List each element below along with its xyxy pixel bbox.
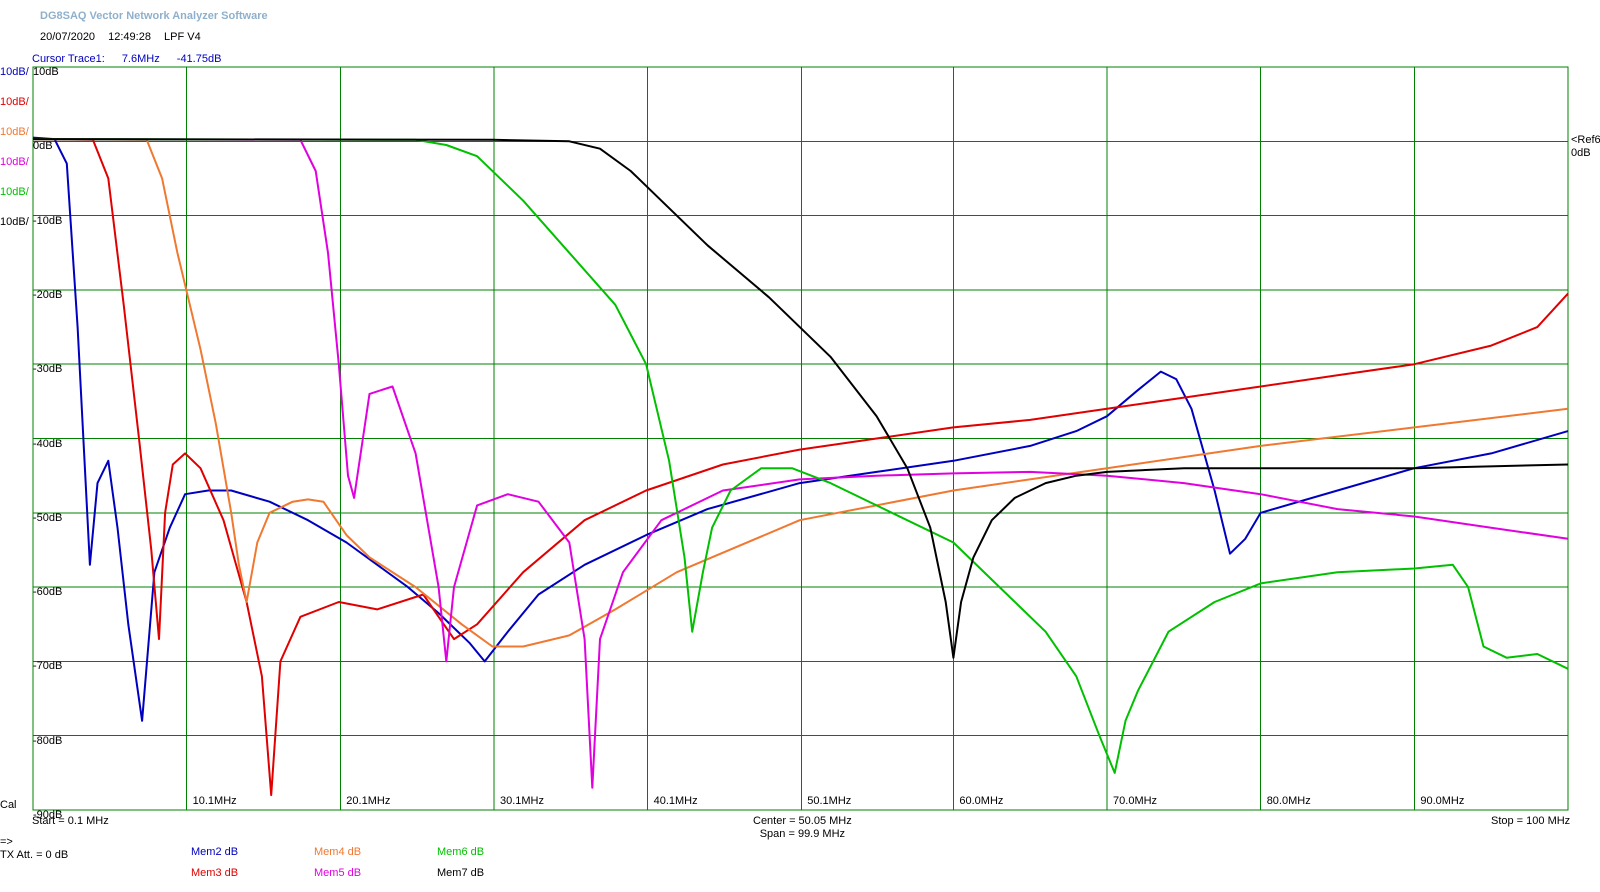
x-tick-label: 80.0MHz [1266,795,1311,807]
measurement-info: 20/07/2020 12:49:28 LPF V4 [40,31,211,43]
measurement-time: 12:49:28 [108,31,151,43]
cursor-label: Cursor Trace1: [32,53,105,65]
y-tick-label: -80dB [33,734,63,747]
y-tick-label: -70dB [33,660,63,673]
x-tick-label: 60.0MHz [959,795,1004,807]
trace-scale-label: 10dB/ [0,66,29,78]
tx-attenuation: TX Att. = 0 dB [0,849,69,861]
legend-entry: Mem3 dB [191,867,239,879]
legend-entry: Mem7 dB [437,867,485,879]
cursor-frequency: 7.6MHz [121,53,160,65]
app-title: DG8SAQ Vector Network Analyzer Software [40,10,268,22]
span-frequency: Span = 99.9 MHz [759,828,846,840]
y-tick-label: -90dB [33,809,63,821]
trace-scale-label: 10dB/ [0,96,29,108]
x-tick-label: 20.1MHz [346,795,391,807]
prompt-arrow: => [0,836,13,848]
x-tick-label: 50.1MHz [807,795,852,807]
y-tick-label: -30dB [33,363,63,376]
y-tick-label: -50dB [33,511,63,524]
start-frequency: Start = 0.1 MHz [32,815,109,827]
reference-marker-value: 0dB [1571,147,1591,159]
legend-entry: Mem4 dB [314,846,362,858]
reference-marker-name: <Ref6 [1571,134,1600,146]
center-span-info: Center = 50.05 MHz Span = 99.9 MHz [753,815,852,841]
y-tick-label: -40dB [33,437,63,450]
trace-mem6-db [32,138,1569,774]
cursor-readout: Cursor Trace1: 7.6MHz -41.75dB [32,53,235,65]
legend-entry: Mem6 dB [437,846,485,858]
y-tick-label: 0dB [33,140,53,153]
y-tick-label: -20dB [33,288,63,301]
y-tick-label: -60dB [33,586,63,599]
y-tick-label: -10dB [33,214,63,227]
stop-frequency: Stop = 100 MHz [1491,815,1571,827]
plot-grid [32,66,1569,811]
y-tick-label: 10dB [33,66,59,78]
trace-mem4-db [32,138,1569,648]
legend-entry: Mem5 dB [314,867,362,879]
trace-scale-label: 10dB/ [0,216,29,228]
x-tick-label: 30.1MHz [499,795,544,807]
measurement-date: 20/07/2020 [40,31,96,43]
legend-entry: Mem2 dB [191,846,239,858]
trace-scale-label: 10dB/ [0,156,29,168]
x-tick-label: 10.1MHz [192,795,237,807]
x-tick-label: 40.1MHz [653,795,698,807]
trace-group [32,136,1569,797]
trace-mem5-db [32,138,1569,789]
trace-mem7-db [32,138,1569,659]
cursor-value: -41.75dB [176,53,222,65]
measurement-label: LPF V4 [164,31,201,43]
reference-marker: <Ref6 0dB [1571,134,1600,160]
x-tick-label: 70.0MHz [1113,795,1158,807]
center-frequency: Center = 50.05 MHz [753,815,852,827]
x-tick-label: 90.0MHz [1420,795,1465,807]
trace-mem3-db [32,138,1569,797]
trace-scale-label: 10dB/ [0,126,29,138]
trace-scale-label: 10dB/ [0,186,29,198]
cal-indicator: Cal [0,799,17,811]
trace-mem2-db [32,136,1569,722]
